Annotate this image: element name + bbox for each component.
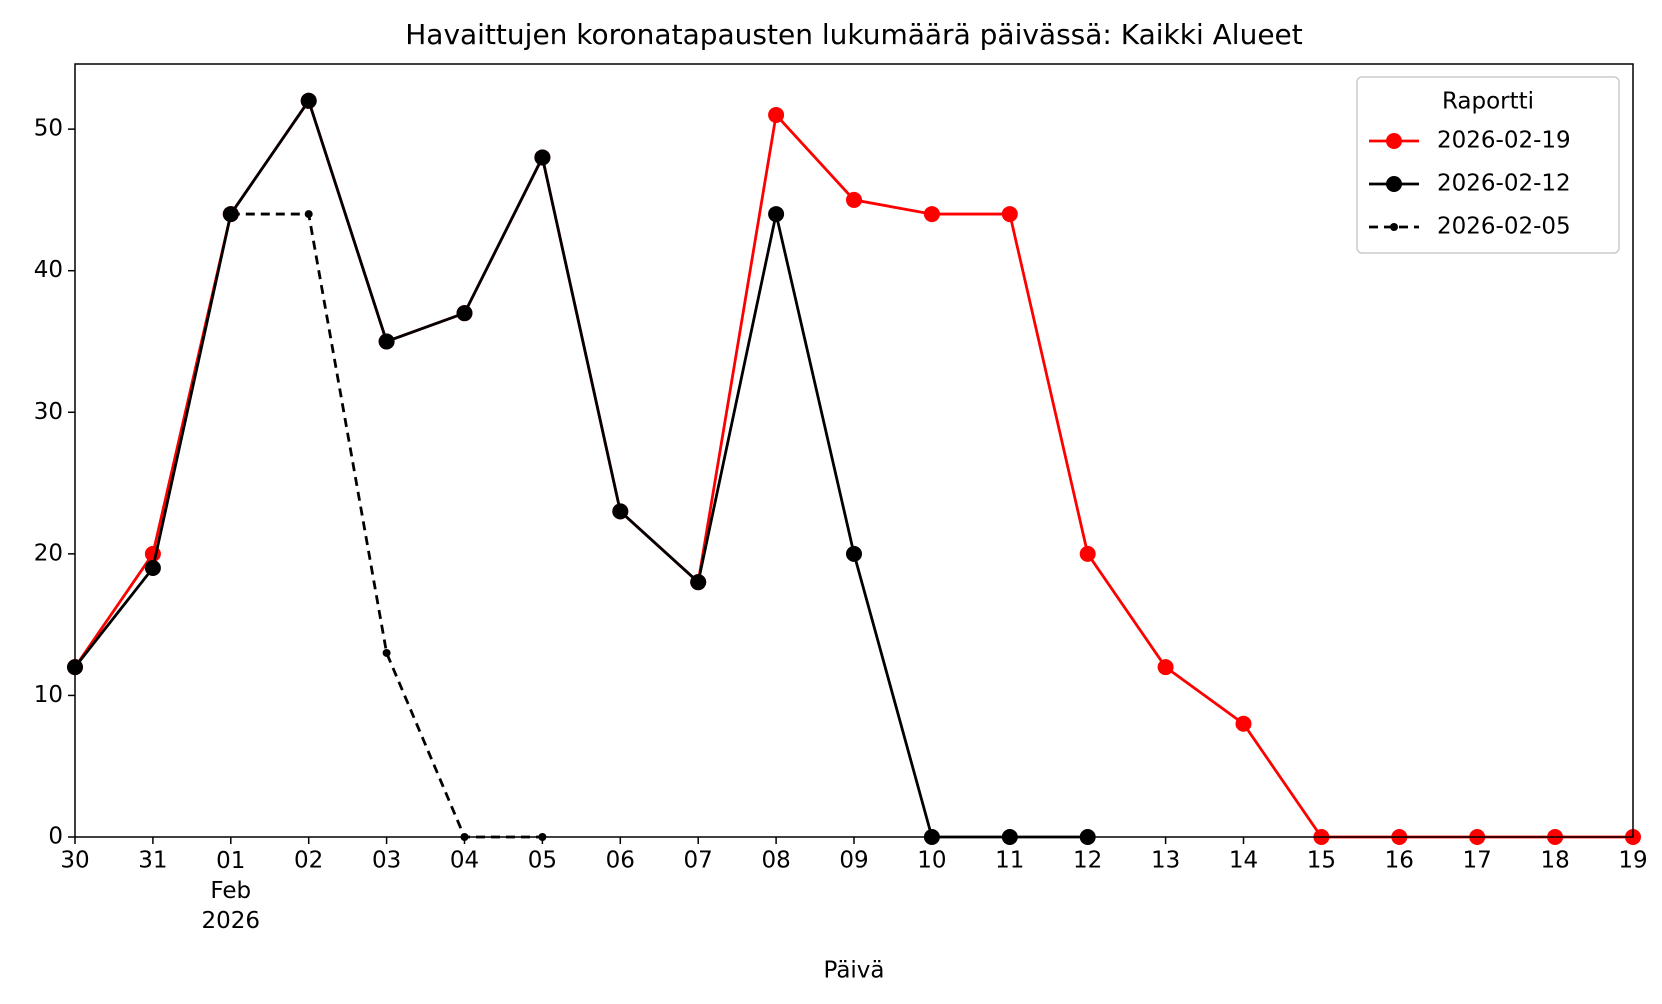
x-tick-label: 08 (761, 848, 790, 874)
data-point (923, 206, 940, 223)
legend-label: 2026-02-19 (1437, 128, 1571, 154)
x-tick-label: 04 (450, 848, 479, 874)
legend-marker (1386, 133, 1402, 149)
data-point (304, 210, 313, 219)
x-tick-label: 10 (917, 848, 946, 874)
legend-marker (1386, 176, 1402, 192)
data-point (846, 191, 862, 208)
y-tick-label: 20 (34, 540, 63, 566)
legend-title: Raportti (1442, 89, 1534, 115)
data-point (768, 106, 785, 123)
legend-box (1356, 76, 1620, 254)
x-tick-label: 18 (1540, 848, 1569, 874)
x-tick-label: 02 (294, 848, 323, 874)
x-tick-label: 16 (1385, 848, 1414, 874)
data-point (300, 92, 317, 109)
series-line (230, 212, 543, 839)
x-tick-label: 06 (606, 848, 635, 874)
x-tick-label: 11 (995, 848, 1024, 874)
data-point (456, 305, 473, 322)
y-tick-label: 30 (34, 399, 63, 425)
x-tick-label: 14 (1229, 848, 1258, 874)
x-tick-label: 19 (1618, 848, 1647, 874)
data-point (768, 206, 785, 223)
data-point (612, 503, 629, 520)
y-tick-label: 10 (34, 682, 63, 708)
y-tick-label: 50 (34, 116, 63, 142)
x-tick-label: 07 (684, 848, 713, 874)
data-point (378, 333, 395, 350)
data-point (1001, 206, 1018, 223)
x-tick-label: 03 (372, 848, 401, 874)
plot-frame (74, 63, 1634, 838)
data-point (1079, 545, 1096, 562)
data-point (690, 574, 707, 591)
series-line (73, 97, 1088, 839)
legend-label: 2026-02-05 (1437, 214, 1571, 240)
y-tick-label: 40 (34, 257, 63, 283)
x-tick-label: 12 (1073, 848, 1102, 874)
data-point (534, 149, 551, 166)
x-tick-label: 17 (1463, 848, 1492, 874)
data-point (1235, 715, 1252, 732)
x-axis-label: Päivä (823, 958, 884, 984)
data-point (226, 210, 235, 219)
chart-title: Havaittujen koronatapausten lukumäärä pä… (405, 18, 1303, 51)
x-tick-label: 05 (528, 848, 557, 874)
x-tick-label: 30 (60, 848, 89, 874)
data-point (382, 648, 391, 657)
legend-label: 2026-02-12 (1437, 171, 1571, 197)
x-tick-label: 13 (1151, 848, 1180, 874)
x-tick-label: 09 (839, 848, 868, 874)
x-tick-label: 01 Feb 2026 (202, 848, 261, 934)
data-point (144, 560, 161, 577)
data-point (846, 545, 862, 562)
x-tick-label: 31 (138, 848, 167, 874)
y-tick-label: 0 (48, 824, 63, 850)
x-tick-label: 15 (1307, 848, 1336, 874)
data-point (1157, 659, 1174, 676)
legend-marker (1390, 223, 1398, 231)
